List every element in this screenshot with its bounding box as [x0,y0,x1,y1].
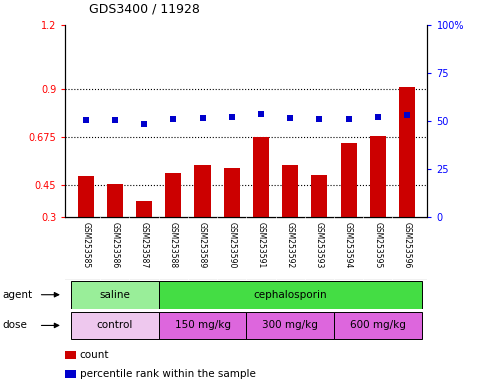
Text: GSM253591: GSM253591 [256,222,266,268]
Point [315,116,323,122]
Text: GSM253595: GSM253595 [373,222,382,268]
Bar [165,173,181,217]
Bar [246,312,334,339]
Text: GSM253585: GSM253585 [81,222,90,268]
Text: GSM253586: GSM253586 [111,222,119,268]
Text: GSM253593: GSM253593 [315,222,324,268]
Bar [334,312,422,339]
Bar [71,281,159,309]
Text: cephalosporin: cephalosporin [254,290,327,300]
Bar [78,176,94,217]
Bar [107,184,123,217]
Bar [159,281,422,309]
Bar [224,168,240,217]
Point [257,111,265,118]
Point [111,118,119,124]
Point [199,114,206,121]
Bar [159,312,246,339]
Text: GSM253588: GSM253588 [169,222,178,268]
Bar [399,87,415,217]
Text: GSM253594: GSM253594 [344,222,353,268]
Bar [253,137,269,217]
Text: percentile rank within the sample: percentile rank within the sample [80,369,256,379]
Text: GSM253590: GSM253590 [227,222,236,268]
Text: GDS3400 / 11928: GDS3400 / 11928 [89,2,200,15]
Text: GSM253592: GSM253592 [285,222,295,268]
Text: 600 mg/kg: 600 mg/kg [350,320,406,331]
Text: saline: saline [99,290,130,300]
Point [345,116,353,122]
Bar [370,136,386,217]
Point [82,117,89,123]
Bar [282,165,298,217]
Point [374,114,382,120]
Point [286,114,294,121]
Bar [312,175,327,217]
Text: GSM253589: GSM253589 [198,222,207,268]
Text: agent: agent [2,290,32,300]
Point [403,112,411,118]
Bar [71,312,159,339]
Text: count: count [80,350,109,360]
Text: GSM253596: GSM253596 [402,222,412,268]
Point [140,121,148,127]
Text: dose: dose [2,320,28,331]
Point [170,116,177,122]
Point [228,114,236,120]
Text: 300 mg/kg: 300 mg/kg [262,320,318,331]
Text: 150 mg/kg: 150 mg/kg [174,320,230,331]
Text: GSM253587: GSM253587 [140,222,149,268]
Bar [195,165,211,217]
Bar [136,201,152,217]
Bar [341,143,356,217]
Text: control: control [97,320,133,331]
